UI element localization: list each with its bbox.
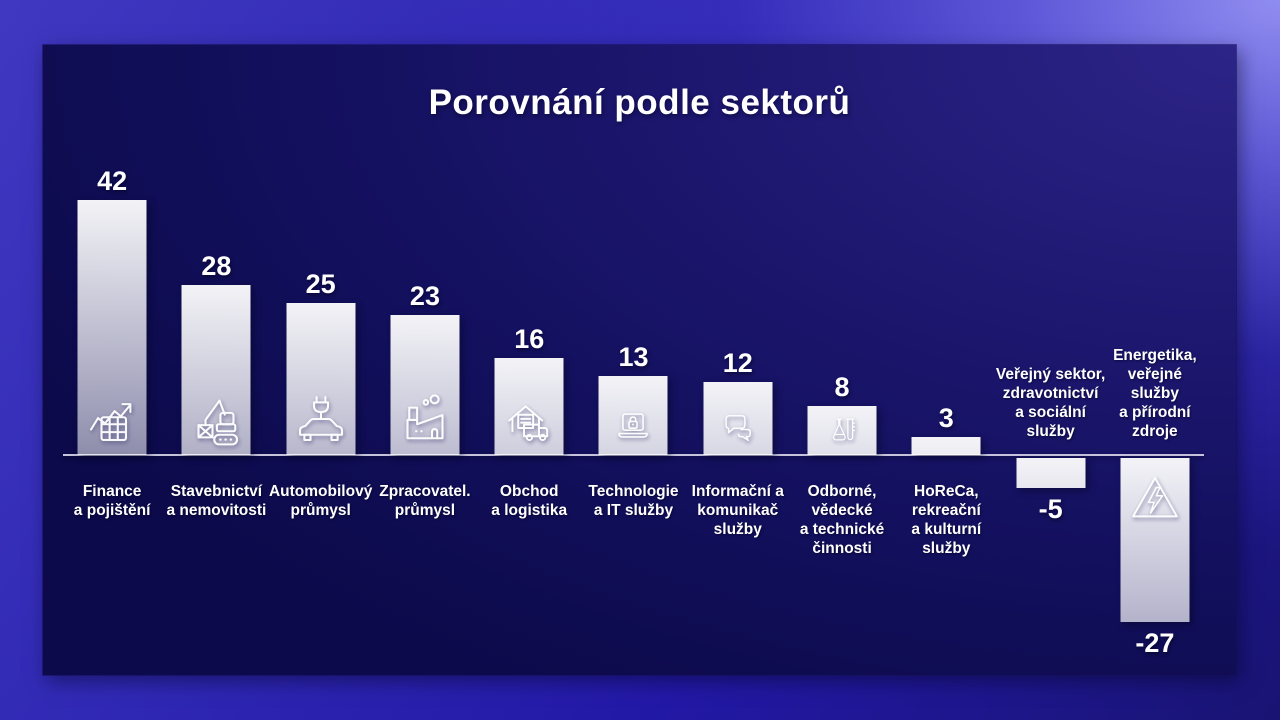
high-voltage-warning-icon (1127, 470, 1183, 526)
bar-column: 16 Obchod a logistika (477, 45, 581, 675)
bar-column: -5 Veřejný sektor, zdravotnictví a sociální… (996, 45, 1105, 675)
lab-flask-icon (825, 413, 859, 447)
bar-value-label: 13 (618, 342, 649, 373)
bar-category-label: Automobilový průmysl (268, 483, 373, 519)
bar-category-label: Finance a pojištění (73, 483, 151, 519)
factory-icon (397, 391, 453, 447)
bar-category-label: Odborné, vědecké a technické činnosti (799, 483, 885, 557)
bar (598, 376, 668, 455)
speech-bubbles-icon (718, 407, 758, 447)
bar-category-label: HoReCa, rekreační a kulturní služby (911, 483, 982, 557)
bar (703, 382, 773, 455)
x-axis-line (63, 454, 1204, 456)
bar-value-label: -5 (1038, 494, 1063, 525)
bar (1120, 458, 1190, 622)
bar-value-label: 25 (305, 269, 336, 300)
bar-column: 28 Stavebnictví a nemovitosti (164, 45, 268, 675)
bar-value-label: 3 (938, 402, 954, 433)
bar (911, 436, 981, 455)
bar-value-label: 23 (409, 281, 440, 312)
chart-plot-area: 42 Finance a pojištění 28 Stavebnictví a nem… (60, 45, 1207, 675)
bar-column: 3 HoReCa, rekreační a kulturní služby (894, 45, 998, 675)
bar-category-label: Obchod a logistika (491, 483, 568, 519)
bar-category-label: Veřejný sektor, zdravotnictví a sociální sl… (995, 366, 1106, 440)
bar (494, 357, 564, 455)
chart-panel: Porovnání podle sektorů 42 Finance a pojiš… (43, 45, 1236, 675)
bar-column: 12 Informační a komunikač služby (686, 45, 790, 675)
bar-column: 42 Finance a pojištění (60, 45, 164, 675)
laptop-lock-icon (612, 404, 655, 447)
bar-column: 8 Odborné, vědecké a technické činnosti (790, 45, 894, 675)
bar (1016, 458, 1086, 489)
electric-car-icon (293, 391, 349, 447)
bar-value-label: 12 (722, 348, 753, 379)
bar-category-label: Stavebnictví a nemovitosti (166, 483, 267, 519)
bar-value-label: 28 (201, 251, 232, 282)
bar (286, 303, 356, 455)
bar-column: 25 Automobilový průmysl (269, 45, 373, 675)
bar-category-label: Zpracovatel. průmysl (379, 483, 471, 519)
bar-value-label: 16 (514, 323, 545, 354)
bar-column: -27 Energetika, veřejné služby a přírodní zdr… (1103, 45, 1207, 675)
bar-column: 13 Technologie a IT služby (581, 45, 685, 675)
bar-value-label: 8 (834, 372, 850, 403)
bar (77, 200, 147, 455)
bar-category-label: Energetika, veřejné služby a přírodní zdroje (1113, 347, 1197, 440)
bar-value-label: -27 (1135, 627, 1175, 658)
chart-title: Porovnání podle sektorů (428, 83, 851, 122)
finance-chart-icon (84, 391, 140, 447)
bar-category-label: Informační a komunikač služby (691, 483, 784, 538)
bar-value-label: 42 (97, 166, 128, 197)
bar-category-label: Technologie a IT služby (588, 483, 679, 519)
bar-column: 23 Zpracovatel. průmysl (373, 45, 477, 675)
excavator-icon (188, 391, 244, 447)
bar (390, 315, 460, 455)
warehouse-truck-icon (503, 394, 556, 447)
